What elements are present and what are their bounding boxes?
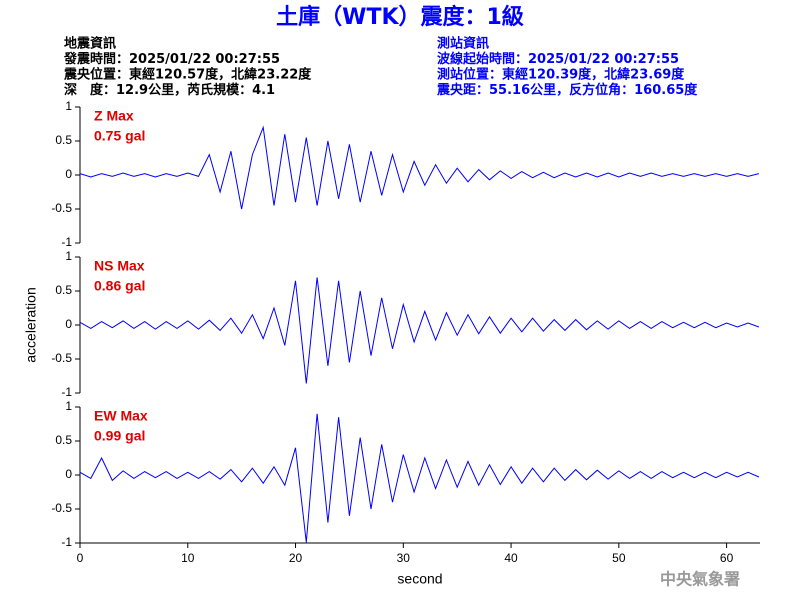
y-axis-label: acceleration bbox=[23, 287, 39, 363]
y-tick-label: -0.5 bbox=[51, 351, 72, 365]
x-tick-label: 0 bbox=[77, 551, 84, 565]
x-axis-label: second bbox=[397, 571, 442, 587]
footer: 中央氣象署 bbox=[660, 570, 740, 589]
y-tick-label: 0 bbox=[65, 317, 72, 331]
panel-max: 0.99 gal bbox=[94, 428, 145, 444]
info-left: 震央位置：東經120.57度，北緯23.22度 bbox=[63, 67, 312, 83]
y-tick-label: 0 bbox=[65, 467, 72, 481]
x-tick-label: 50 bbox=[612, 551, 626, 565]
panel-max: 0.86 gal bbox=[94, 278, 145, 294]
y-tick-label: 0.5 bbox=[55, 433, 72, 447]
info-right: 測站資訊 bbox=[437, 36, 489, 52]
waveform bbox=[79, 413, 760, 543]
info-right: 測站位置：東經120.39度，北緯23.69度 bbox=[437, 67, 685, 83]
info-left: 地震資訊 bbox=[64, 36, 116, 52]
y-tick-label: 0.5 bbox=[55, 133, 72, 147]
y-tick-label: -1 bbox=[61, 385, 72, 399]
panel-title: NS Max bbox=[94, 258, 145, 274]
y-tick-label: -1 bbox=[61, 535, 72, 549]
y-tick-label: 1 bbox=[65, 99, 72, 113]
info-right: 震央距：55.16公里，反方位角：160.65度 bbox=[436, 82, 698, 98]
y-tick-label: 1 bbox=[65, 399, 72, 413]
waveform bbox=[79, 125, 760, 210]
x-tick-label: 30 bbox=[397, 551, 411, 565]
x-tick-label: 20 bbox=[289, 551, 303, 565]
x-tick-label: 60 bbox=[720, 551, 734, 565]
panel-title: EW Max bbox=[94, 408, 148, 424]
panel-max: 0.75 gal bbox=[94, 128, 145, 144]
chart-title: 土庫（WTK）震度：1級 bbox=[276, 4, 524, 30]
info-right: 波線起始時間：2025/01/22 00:27:55 bbox=[437, 51, 679, 67]
y-tick-label: 0.5 bbox=[55, 283, 72, 297]
y-tick-label: -0.5 bbox=[51, 501, 72, 515]
y-tick-label: -1 bbox=[61, 235, 72, 249]
panel-title: Z Max bbox=[94, 108, 134, 124]
x-tick-label: 10 bbox=[181, 551, 195, 565]
x-tick-label: 40 bbox=[504, 551, 518, 565]
y-tick-label: 1 bbox=[65, 249, 72, 263]
info-left: 深 度：12.9公里，芮氏規模：4.1 bbox=[64, 82, 275, 98]
y-tick-label: -0.5 bbox=[51, 201, 72, 215]
y-tick-label: 0 bbox=[65, 167, 72, 181]
info-left: 發震時間：2025/01/22 00:27:55 bbox=[63, 51, 280, 67]
waveform bbox=[79, 277, 760, 384]
